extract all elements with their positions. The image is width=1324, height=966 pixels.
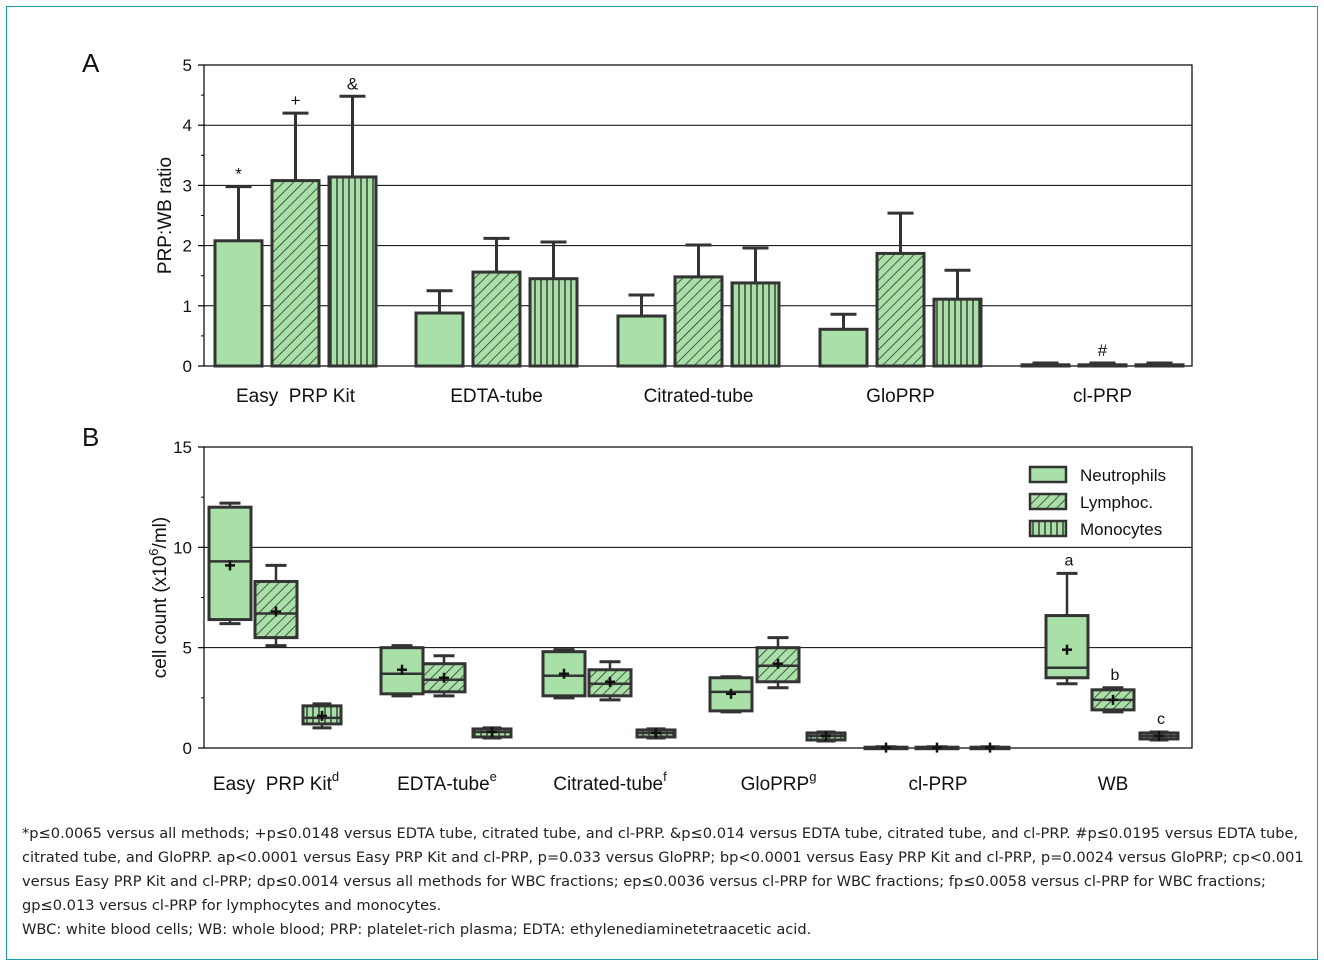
bar: [270, 179, 321, 368]
bar: [327, 175, 378, 368]
y-tick-label: 4: [183, 116, 192, 135]
bar: [730, 281, 781, 368]
y-tick-label: 3: [183, 176, 192, 195]
legend-label: Lymphoc.: [1080, 493, 1153, 512]
panel-label-a: A: [82, 48, 100, 78]
legend: Neutrophils Lymphoc. Monocytes: [1028, 465, 1166, 539]
significance-marker: b: [1111, 667, 1120, 684]
figure-frame: [6, 6, 1318, 960]
significance-marker: +: [291, 91, 301, 110]
legend-label: Monocytes: [1080, 520, 1162, 539]
bar: [414, 311, 465, 368]
bar: [213, 239, 264, 368]
category-label: Citrated-tube: [644, 386, 754, 407]
legend-swatch: [1028, 465, 1068, 484]
bar: [932, 297, 983, 368]
bar: [1134, 363, 1185, 368]
bar: [818, 327, 869, 368]
bar: [471, 270, 522, 368]
bar: [616, 314, 667, 368]
panel-label-b: B: [82, 422, 99, 452]
category-label: EDTA-tube: [450, 386, 543, 407]
y-tick-label: 10: [173, 538, 192, 557]
bar: [1020, 363, 1071, 368]
y-tick-label: 15: [173, 438, 192, 457]
y-tick-label: 0: [183, 357, 192, 376]
figure-svg: A 0 1 2 3 4 5 PRP:WB ratio Easy PRP Kit EDTA-tube…: [82, 48, 1193, 795]
footnote-significance: *p≤0.0065 versus all methods; +p≤0.0148 …: [22, 825, 1304, 914]
bar: [1077, 363, 1128, 368]
significance-marker: *: [235, 165, 242, 184]
plot-frame: [203, 446, 1193, 749]
y-tick-label: 5: [183, 639, 192, 658]
y-tick-label: 5: [183, 56, 192, 75]
category-label: GloPRPg: [741, 769, 817, 795]
category-label: GloPRP: [866, 386, 935, 407]
box: [207, 505, 253, 622]
significance-marker: #: [1098, 341, 1108, 360]
significance-marker: a: [1065, 552, 1074, 569]
legend-swatch: [1028, 492, 1068, 511]
y-tick-label: 1: [183, 297, 192, 316]
y-axis-label: cell count (x106/ml): [146, 517, 171, 678]
significance-marker: c: [1157, 711, 1165, 728]
bar: [528, 277, 579, 368]
category-label: Easy PRP Kitd: [213, 769, 339, 795]
bar: [673, 275, 724, 368]
y-tick-label: 2: [183, 237, 192, 256]
legend-swatch: [1028, 519, 1068, 538]
category-label: cl-PRP: [908, 774, 967, 795]
category-label: Easy PRP Kit: [236, 386, 356, 407]
significance-marker: &: [347, 74, 359, 93]
bar: [875, 251, 926, 368]
category-label: cl-PRP: [1073, 386, 1132, 407]
y-axis-label: PRP:WB ratio: [155, 157, 176, 274]
y-tick-label: 0: [183, 739, 192, 758]
category-label: WB: [1098, 774, 1129, 795]
legend-label: Neutrophils: [1080, 466, 1166, 485]
box: [541, 650, 587, 698]
panel-a-bar-chart: A 0 1 2 3 4 5 PRP:WB ratio Easy PRP Kit EDTA-tube…: [82, 48, 1193, 407]
footnote: *p≤0.0065 versus all methods; +p≤0.0148 …: [22, 822, 1307, 942]
category-label: Citrated-tubef: [553, 769, 667, 795]
footnote-abbreviations: WBC: white blood cells; WB: whole blood;…: [22, 921, 812, 938]
panel-b-box-plot: B 0 5 10 15 cell count (x106/ml) Easy PRP Kitd…: [82, 422, 1193, 795]
category-label: EDTA-tubee: [397, 769, 497, 795]
